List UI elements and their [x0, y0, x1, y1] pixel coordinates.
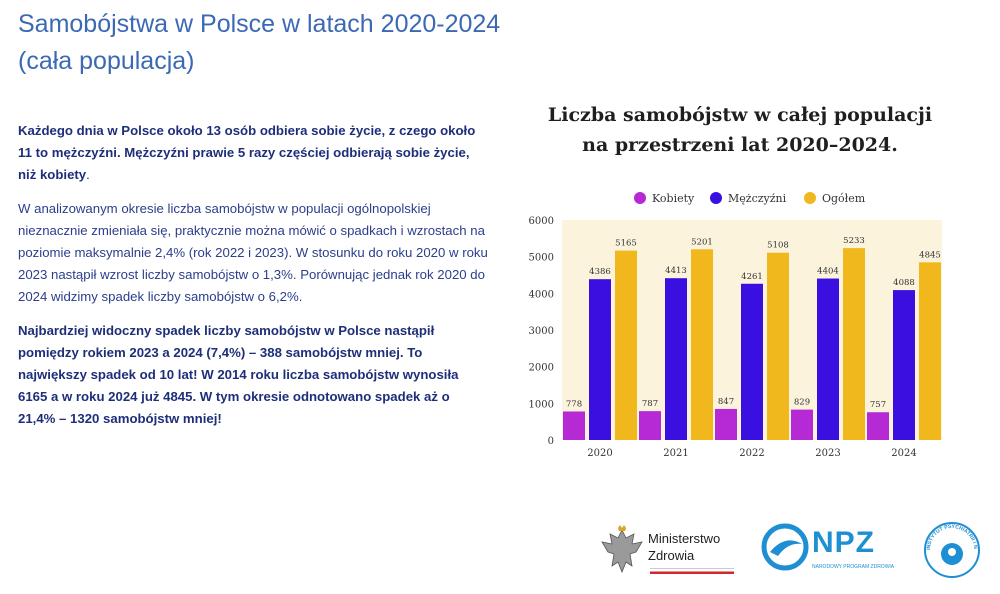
bar-value-label: 787: [642, 399, 658, 409]
x-tick-label: 2020: [587, 448, 612, 459]
flag-bar: [650, 568, 734, 574]
page-title-line2: (cała populacja): [18, 47, 195, 75]
legend-marker: [710, 192, 722, 204]
npz-wordmark: NPZ: [812, 526, 875, 559]
legend-marker: [634, 192, 646, 204]
paragraph-intro: Każdego dnia w Polsce około 13 osób odbi…: [18, 120, 488, 186]
bar: [715, 408, 737, 440]
bar-chart: Kobiety Mężczyźni Ogółem 0 1000 2000 3000 4000 5…: [529, 192, 942, 459]
eagle-icon: [601, 525, 643, 574]
npz-swirl-icon: [761, 523, 809, 571]
paragraph-analysis: W analizowanym okresie liczba samobójstw…: [18, 201, 488, 304]
bar-value-label: 778: [566, 399, 582, 409]
bar: [741, 283, 763, 440]
chart-title: Liczba samobójstw w całej populacji na p…: [530, 100, 950, 160]
y-tick-label: 3000: [529, 326, 554, 337]
bar: [843, 248, 865, 440]
y-tick-label: 1000: [529, 399, 554, 410]
x-tick-label: 2022: [739, 448, 764, 459]
y-tick-label: 6000: [529, 216, 554, 227]
page-title: Samobójstwa w Polsce w latach 2020-2024 …: [18, 6, 618, 80]
x-tick-label: 2024: [891, 448, 916, 459]
bar-value-label: 4088: [893, 278, 915, 288]
legend-label: Ogółem: [822, 192, 866, 205]
bar-value-label: 5233: [843, 236, 865, 246]
legend-label: Kobiety: [652, 192, 695, 205]
x-tick-label: 2023: [815, 448, 840, 459]
bar-value-label: 847: [718, 397, 734, 407]
legend-label: Mężczyźni: [728, 192, 787, 205]
y-tick-label: 0: [548, 436, 554, 447]
bar-value-label: 5108: [767, 241, 789, 251]
bar: [919, 262, 941, 440]
bar-value-label: 4386: [589, 267, 611, 277]
bar-value-label: 829: [794, 398, 810, 408]
bar-value-label: 4845: [919, 250, 941, 260]
bar: [589, 279, 611, 440]
bar: [817, 278, 839, 440]
page-title-line1: Samobójstwa w Polsce w latach 2020-2024: [18, 10, 501, 38]
ministry-logo: Ministerstwo Zdrowia: [600, 524, 740, 576]
bar: [791, 409, 813, 440]
bar: [639, 411, 661, 440]
npz-subtitle: NARODOWY PROGRAM ZDROWIA: [812, 564, 895, 570]
bar-value-label: 4413: [665, 266, 687, 276]
paragraph-intro-text: Każdego dnia w Polsce około 13 osób odbi…: [18, 123, 476, 182]
bar: [893, 290, 915, 440]
bar-value-label: 757: [870, 400, 886, 410]
text-column: Każdego dnia w Polsce około 13 osób odbi…: [18, 120, 488, 442]
npz-logo: NPZ NARODOWY PROGRAM ZDROWIA: [760, 522, 900, 578]
ipin-logo: INSTYTUT PSYCHIATRII I NEUROLOGII: [922, 520, 980, 578]
ministry-logo-line2: Zdrowia: [648, 548, 695, 563]
bar-value-label: 4261: [741, 272, 763, 282]
ministry-logo-line1: Ministerstwo: [648, 531, 721, 546]
bar: [867, 412, 889, 440]
bar-value-label: 5201: [691, 237, 713, 247]
paragraph-intro-end: .: [86, 167, 90, 182]
bar-value-label: 5165: [615, 239, 637, 249]
logos-row: Ministerstwo Zdrowia NPZ NARODOWY PROGRA…: [600, 520, 990, 580]
y-tick-label: 4000: [529, 289, 554, 300]
bar: [691, 249, 713, 440]
ministry-logo-text: Ministerstwo Zdrowia: [648, 530, 720, 564]
chart-title-line2: na przestrzeni lat 2020–2024.: [582, 134, 898, 156]
legend-marker: [804, 192, 816, 204]
bar: [767, 252, 789, 440]
bar: [665, 278, 687, 440]
bar: [615, 250, 637, 440]
x-tick-label: 2021: [663, 448, 688, 459]
paragraph-highlight: Najbardziej widoczny spadek liczby samob…: [18, 323, 459, 426]
chart-title-line1: Liczba samobójstw w całej populacji: [547, 104, 933, 126]
y-tick-label: 2000: [529, 363, 554, 374]
y-tick-label: 5000: [529, 253, 554, 264]
bar: [563, 411, 585, 440]
bar-value-label: 4404: [817, 267, 839, 277]
